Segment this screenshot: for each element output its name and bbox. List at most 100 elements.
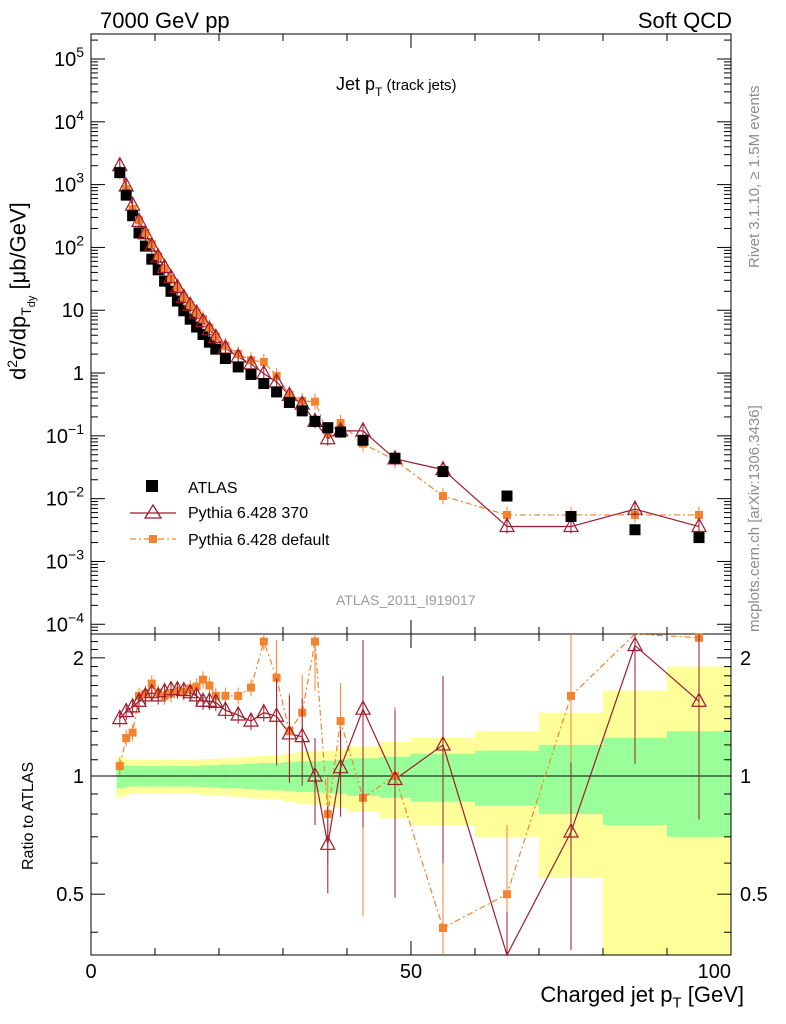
legend-label-atlas: ATLAS xyxy=(188,480,238,497)
main-point-pythia370 xyxy=(162,268,180,284)
main-point-pythia370 xyxy=(137,224,154,240)
main-point-pythia370 xyxy=(169,278,186,294)
ratio-point-pythia370 xyxy=(306,766,324,782)
legend-marker-pythia370 xyxy=(143,503,163,519)
x-tick-label: 50 xyxy=(400,961,422,983)
ratio-point-pythiadef xyxy=(221,691,230,700)
main-point-atlas xyxy=(357,434,369,446)
x-axis-label: Charged jet pT [GeV] xyxy=(540,982,744,1012)
ratio-point-pythia370 xyxy=(626,636,644,652)
main-y-tick-label: 104 xyxy=(54,107,84,134)
ratio-point-pythia370 xyxy=(182,683,199,699)
ratio-point-pythia370 xyxy=(690,692,708,707)
main-point-atlas xyxy=(210,343,222,355)
main-point-atlas xyxy=(127,210,139,222)
main-point-pythia370 xyxy=(194,312,212,328)
main-point-atlas xyxy=(219,353,231,365)
main-point-pythia370 xyxy=(207,328,224,343)
main-point-pythia370 xyxy=(498,517,516,533)
main-y-tick-label: 10−4 xyxy=(46,609,84,636)
ratio-point-pythia370 xyxy=(386,770,404,786)
main-y-tick-label: 103 xyxy=(54,170,84,197)
main-point-atlas xyxy=(283,396,295,408)
main-point-pythiadef xyxy=(695,510,703,519)
ratio-point-pythia370 xyxy=(207,693,224,708)
main-point-atlas xyxy=(335,426,347,438)
main-point-atlas xyxy=(152,264,164,276)
main-y-tick-label: 10−3 xyxy=(46,546,84,573)
main-point-pythia370 xyxy=(319,429,336,445)
main-point-pythia370 xyxy=(130,212,148,227)
ratio-point-pythiadef xyxy=(199,675,207,684)
ratio-point-pythiadef xyxy=(205,681,214,690)
plot-title: Jet pT (track jets) xyxy=(336,74,457,99)
ratio-point-pythiadef xyxy=(192,682,201,691)
x-tick-label: 0 xyxy=(85,961,96,983)
main-point-atlas xyxy=(258,378,270,390)
ratio-point-pythia370 xyxy=(217,701,234,716)
main-point-pythia370 xyxy=(201,320,218,336)
ratio-y-tick-label: 2 xyxy=(740,648,751,670)
main-point-atlas xyxy=(309,415,321,427)
ratio-point-pythia370 xyxy=(434,735,452,751)
legend-label-pythiadef: Pythia 6.428 default xyxy=(188,532,330,549)
main-y-tick-label: 102 xyxy=(54,232,84,259)
main-point-pythia370 xyxy=(150,247,167,263)
ratio-y-tick-label: 2 xyxy=(73,648,84,670)
main-point-atlas xyxy=(139,240,151,252)
main-point-pythia370 xyxy=(690,517,708,533)
main-plot-frame xyxy=(90,33,732,635)
main-point-atlas xyxy=(296,405,308,417)
ratio-point-pythia370 xyxy=(124,697,141,713)
main-y-tick-label: 10 xyxy=(62,300,84,322)
main-point-atlas xyxy=(501,490,513,502)
ratio-point-pythia370 xyxy=(268,706,285,722)
band-inner xyxy=(475,750,539,806)
ratio-point-pythia370 xyxy=(294,727,311,743)
main-point-atlas xyxy=(693,532,705,544)
main-point-pythia370 xyxy=(143,236,160,252)
x-tick-label: 100 xyxy=(698,961,731,983)
ratio-point-pythia370 xyxy=(111,709,128,725)
main-point-pythiadef xyxy=(311,397,319,406)
main-point-atlas xyxy=(629,524,641,536)
main-point-atlas xyxy=(271,386,283,398)
ratio-point-pythiadef xyxy=(567,691,575,700)
main-point-pythia370 xyxy=(182,295,199,311)
main-point-atlas xyxy=(245,368,257,380)
main-y-tick-label: 1 xyxy=(73,363,84,385)
header-left-label: 7000 GeV pp xyxy=(100,8,230,33)
ratio-point-pythia370 xyxy=(118,702,135,718)
main-point-atlas xyxy=(322,422,334,434)
main-point-atlas xyxy=(232,361,244,373)
main-point-pythia370 xyxy=(217,338,234,354)
ratio-point-pythiadef xyxy=(122,733,131,742)
ratio-point-pythia370 xyxy=(332,758,349,774)
main-point-pythiadef xyxy=(503,510,511,519)
main-point-pythia370 xyxy=(242,354,260,370)
band-inner xyxy=(270,762,283,791)
legend: ATLAS Pythia 6.428 370 Pythia 6.428 defa… xyxy=(130,480,330,549)
main-point-atlas xyxy=(133,227,145,239)
main-point-pythiadef xyxy=(259,357,268,366)
main-y-tick-label: 10−1 xyxy=(46,421,84,448)
main-point-atlas xyxy=(146,253,158,265)
ratio-point-pythiadef xyxy=(272,673,281,682)
ratio-point-pythia370 xyxy=(281,724,298,740)
ratio-y-tick-label: 0.5 xyxy=(740,884,768,906)
legend-label-pythia370: Pythia 6.428 370 xyxy=(188,505,308,522)
main-point-atlas xyxy=(184,313,196,325)
ratio-point-pythiadef xyxy=(247,683,255,692)
ratio-point-pythia370 xyxy=(354,699,372,715)
main-y-tick-label: 10−2 xyxy=(46,484,84,511)
ratio-point-pythia370 xyxy=(230,705,247,721)
ratio-point-pythia370 xyxy=(137,686,154,702)
main-point-pythia370 xyxy=(156,258,173,274)
ratio-point-pythia370 xyxy=(188,686,205,702)
ratio-point-pythiadef xyxy=(234,691,243,700)
ratio-point-pythia370 xyxy=(319,835,336,850)
main-point-atlas xyxy=(565,510,577,522)
ratio-y-tick-label: 1 xyxy=(740,766,751,788)
ratio-point-pythiadef xyxy=(503,890,511,899)
